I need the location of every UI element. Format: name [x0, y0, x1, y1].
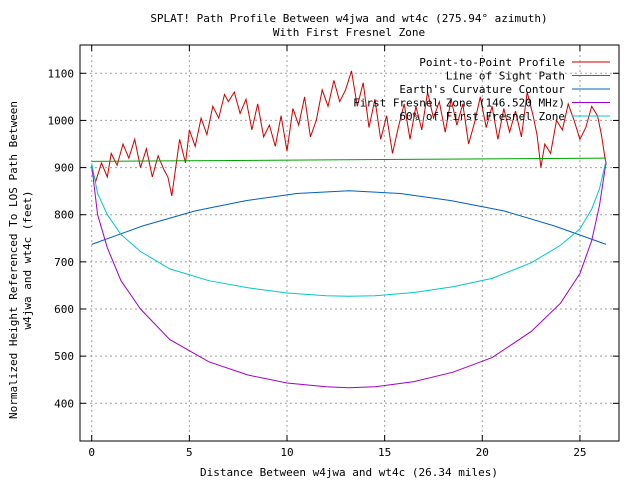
y-tick-label: 900: [54, 162, 74, 175]
y-tick-label: 1000: [48, 114, 75, 127]
chart-subtitle: With First Fresnel Zone: [273, 26, 425, 39]
plot-series: [91, 70, 607, 389]
legend-label: 60% of First Fresnel Zone: [399, 110, 565, 123]
chart-title: SPLAT! Path Profile Between w4jwa and wt…: [150, 12, 547, 25]
series-line-1: [91, 70, 607, 197]
plot-frame: [79, 44, 620, 442]
x-tick-label: 5: [186, 446, 193, 459]
y-tick-label: 800: [54, 209, 74, 222]
x-tick-label: 25: [573, 446, 586, 459]
legend-label: Line of Sight Path: [446, 70, 565, 83]
y-tick-label: 700: [54, 256, 74, 269]
axis-ticks: 400 500 600 700 800 900 1000 1100 0 5 10 15 20 25: [48, 45, 619, 459]
x-tick-label: 15: [378, 446, 391, 459]
legend-label: Earth's Curvature Contour: [399, 83, 565, 96]
y-axis-label-line-2: w4jwa and wt4c (feet): [21, 190, 34, 329]
legend-label: Point-to-Point Profile: [419, 56, 565, 69]
y-tick-label: 600: [54, 303, 74, 316]
series-line-5: [91, 160, 607, 297]
grid-lines: [80, 45, 619, 441]
y-tick-label: 400: [54, 397, 74, 410]
series-line-3: [91, 190, 607, 245]
x-axis-label: Distance Between w4jwa and wt4c (26.34 m…: [200, 466, 498, 479]
x-tick-label: 20: [476, 446, 489, 459]
x-tick-label: 0: [88, 446, 95, 459]
x-tick-label: 10: [280, 446, 293, 459]
series-line-4: [91, 161, 607, 389]
legend-label: First Fresnel Zone (146.520 MHz): [353, 97, 565, 110]
y-tick-label: 1100: [48, 67, 75, 80]
series-line-2: [91, 157, 607, 162]
y-tick-label: 500: [54, 350, 74, 363]
y-axis-label-line-1: Normalized Height Referenced To LOS Path…: [7, 101, 20, 419]
